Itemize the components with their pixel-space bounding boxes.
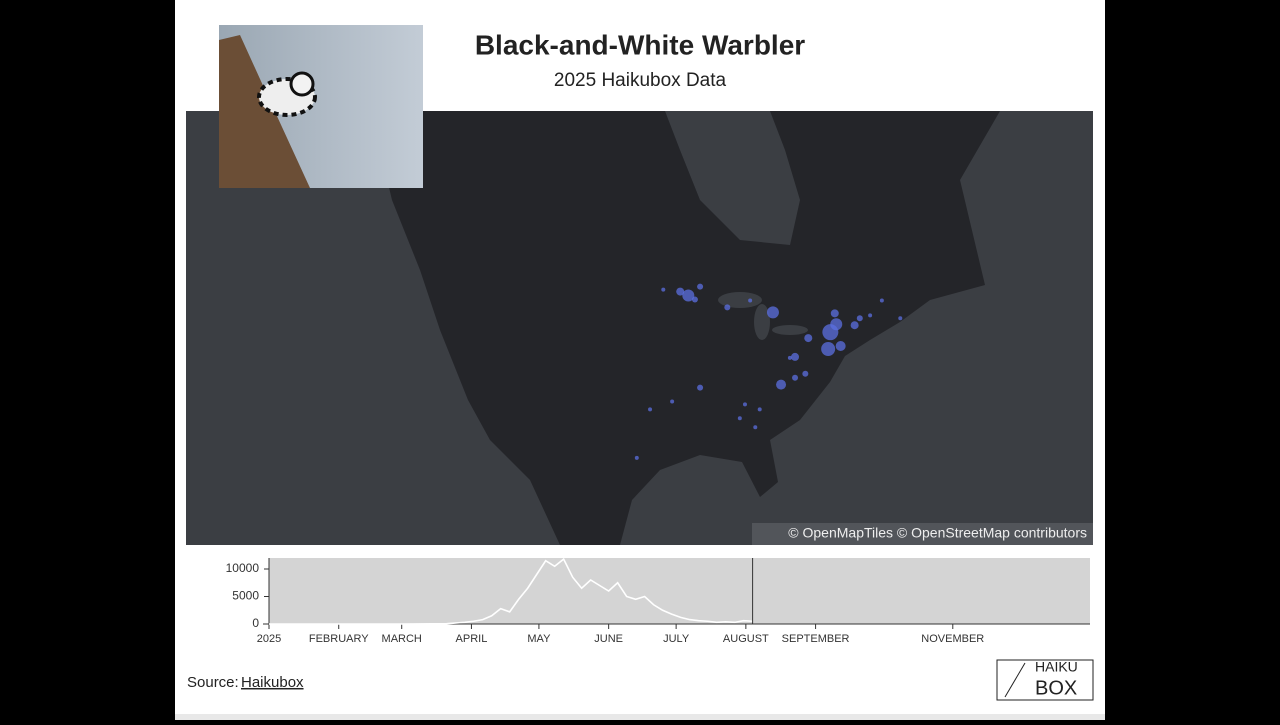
time-chart: 0 5000 10000 2025 FEBRUARY MARCH APRIL MAY JUNE J…: [226, 557, 1090, 645]
map-point: [898, 316, 903, 321]
map-point: [661, 287, 666, 292]
map-point: [787, 355, 792, 360]
y-tick-label: 0: [252, 616, 259, 630]
map-point: [856, 315, 863, 322]
map-point: [691, 296, 698, 303]
x-tick-label: 2025: [257, 633, 281, 645]
map-point: [791, 352, 800, 361]
map-point: [676, 287, 685, 296]
map-point: [766, 306, 779, 319]
map-point: [879, 298, 884, 303]
map-point: [802, 370, 809, 377]
map-point: [737, 416, 742, 421]
y-tick-label: 10000: [226, 561, 260, 575]
x-tick-label: MAY: [527, 633, 551, 645]
bottom-strip: [175, 714, 1105, 720]
x-tick-label: JULY: [663, 633, 690, 645]
logo-slash: [1004, 662, 1026, 698]
map-point: [821, 341, 836, 356]
lake: [754, 304, 770, 340]
bird-photo: [219, 25, 423, 188]
logo-bottom: BOX: [1035, 677, 1077, 699]
bird-head: [289, 71, 315, 97]
map-point: [830, 309, 839, 318]
y-tick-label: 5000: [232, 589, 259, 603]
map-point: [830, 318, 843, 331]
logo: HAIKU BOX: [996, 659, 1094, 701]
map-point: [757, 407, 762, 412]
plot-area: [269, 558, 1090, 624]
map-point: [804, 334, 813, 343]
map-point: [670, 399, 675, 404]
lake: [718, 292, 762, 308]
title: Black-and-White Warbler: [475, 29, 805, 60]
x-tick-label: SEPTEMBER: [782, 633, 850, 645]
x-tick-label: NOVEMBER: [921, 633, 984, 645]
map-point: [776, 379, 787, 390]
lake: [772, 325, 808, 335]
branch: [219, 35, 310, 188]
map-point: [648, 407, 653, 412]
map-point: [697, 384, 704, 391]
map-point: [742, 402, 747, 407]
subtitle: 2025 Haikubox Data: [554, 70, 727, 91]
x-tick-label: AUGUST: [723, 633, 769, 645]
map-point: [634, 455, 639, 460]
map-land: [360, 111, 1000, 545]
map-point: [724, 304, 731, 311]
x-tick-label: JUNE: [594, 633, 623, 645]
map-point: [682, 289, 695, 302]
map-point: [792, 374, 799, 381]
x-tick-label: FEBRUARY: [309, 633, 369, 645]
logo-top: HAIKU: [1035, 659, 1078, 675]
map-point: [748, 298, 753, 303]
map-point: [753, 425, 758, 430]
source-link[interactable]: Haikubox: [241, 674, 304, 691]
x-tick-label: APRIL: [456, 633, 488, 645]
map-points: [634, 283, 903, 460]
map-point: [835, 341, 846, 352]
map-point: [850, 321, 859, 330]
logo-frame: [996, 659, 1094, 701]
map-point: [697, 283, 704, 290]
map-attribution: © OpenMapTiles © OpenStreetMap contribut…: [788, 525, 1087, 541]
detections-line: [269, 557, 753, 625]
x-tick-label: MARCH: [382, 633, 422, 645]
attribution-box: [752, 523, 1093, 545]
source-label: Source:: [187, 674, 239, 691]
map-point: [868, 313, 873, 318]
